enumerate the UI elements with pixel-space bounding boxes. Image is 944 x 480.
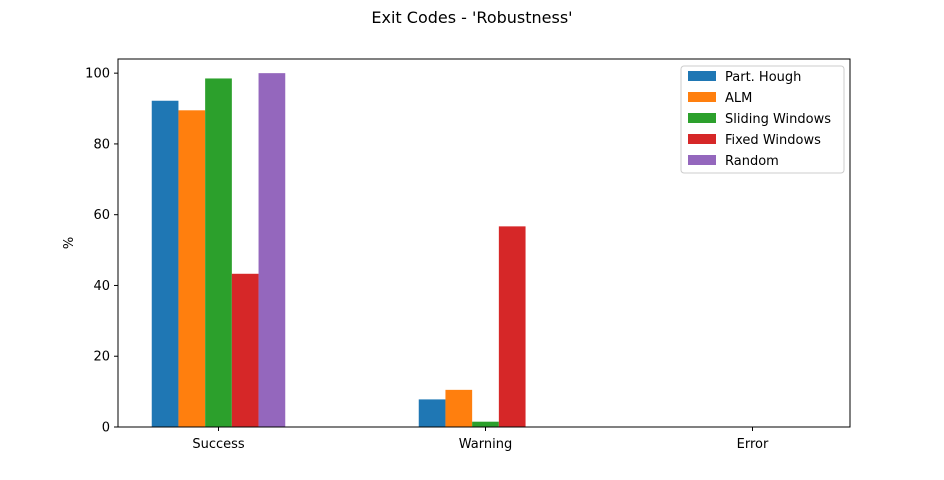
x-tick-label: Warning (459, 437, 512, 452)
bar-alm-warning (445, 389, 473, 427)
legend-label: Fixed Windows (725, 133, 821, 148)
x-axis: Success Warning Error (192, 427, 769, 452)
y-axis: 0 20 40 60 80 100 (85, 67, 118, 436)
legend-swatch (688, 71, 716, 81)
legend-label: ALM (725, 91, 752, 106)
bar-random-success (258, 73, 286, 428)
legend-label: Random (725, 154, 779, 169)
y-tick-label: 0 (102, 421, 110, 436)
bar-sliding-windows-warning (472, 421, 499, 427)
legend: Part. Hough ALM Sliding Windows Fixed Windo… (680, 65, 845, 174)
bar-part-hough-warning (418, 399, 446, 427)
y-tick-label: 40 (93, 279, 110, 294)
legend-swatch (688, 92, 716, 102)
legend-label: Part. Hough (725, 70, 801, 85)
x-tick-label: Success (192, 437, 245, 452)
y-axis-label: % (62, 237, 77, 249)
bar-part-hough-success (151, 100, 179, 427)
legend-box (680, 65, 845, 174)
chart-title: Exit Codes - 'Robustness' (371, 8, 572, 27)
y-tick-label: 20 (93, 350, 110, 365)
y-tick-label: 100 (85, 67, 110, 82)
y-tick-label: 60 (93, 208, 110, 223)
bars-group (151, 73, 526, 428)
legend-swatch (688, 155, 716, 165)
bar-fixed-windows-success (231, 273, 259, 427)
legend-swatch (688, 134, 716, 144)
bar-sliding-windows-success (205, 78, 232, 428)
legend-swatch (688, 113, 716, 123)
y-tick-label: 80 (93, 137, 110, 152)
bar-fixed-windows-warning (498, 226, 526, 427)
plot-frame (117, 58, 851, 428)
legend-label: Sliding Windows (725, 112, 831, 127)
bar-alm-success (178, 110, 206, 427)
x-tick-label: Error (737, 437, 769, 452)
